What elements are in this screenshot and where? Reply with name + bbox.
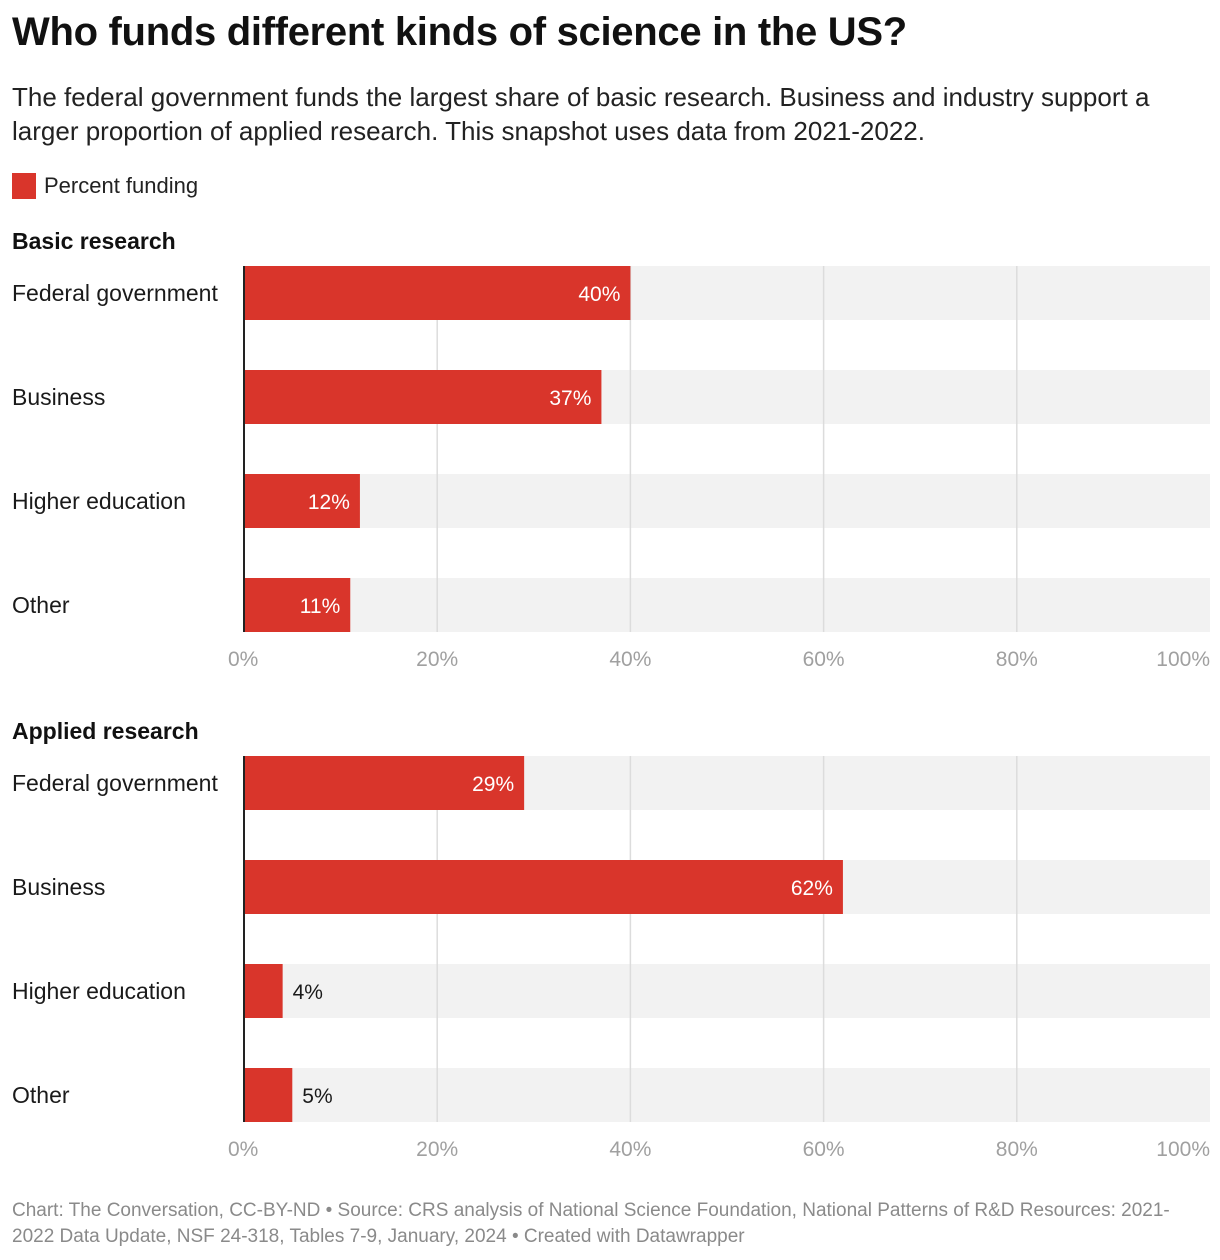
legend-swatch (12, 173, 36, 199)
category-label: Other (12, 1082, 70, 1108)
x-tick-label: 60% (803, 1138, 845, 1161)
bar-track (244, 1068, 1210, 1122)
x-tick-label: 40% (609, 1138, 651, 1161)
category-label: Higher education (12, 488, 186, 514)
chart-footer: Chart: The Conversation, CC-BY-ND • Sour… (12, 1200, 1170, 1247)
panel-title-applied-research: Applied research (12, 718, 199, 744)
category-label: Federal government (12, 280, 218, 306)
bar (244, 370, 602, 424)
x-tick-label: 40% (609, 648, 651, 671)
category-label: Business (12, 874, 105, 900)
x-tick-label: 60% (803, 648, 845, 671)
bar-track (244, 964, 1210, 1018)
category-label: Federal government (12, 770, 218, 796)
bar (244, 474, 360, 528)
panel-title-basic-research: Basic research (12, 228, 176, 254)
x-tick-label: 20% (416, 648, 458, 671)
value-label: 4% (293, 981, 323, 1004)
bar (244, 964, 283, 1018)
chart-subtitle: The federal government funds the largest… (12, 82, 1150, 146)
value-label: 5% (302, 1085, 332, 1108)
x-tick-label: 0% (228, 648, 258, 671)
category-label: Higher education (12, 978, 186, 1004)
bar (244, 266, 631, 320)
basic-research-chart: Federal government 40% Business 37% Higher e… (12, 266, 1210, 671)
bar-track (244, 578, 1210, 632)
bar (244, 1068, 293, 1122)
bar-track (244, 474, 1210, 528)
basic-research-panel: Basic research Federal government 40% Busi… (0, 228, 1220, 678)
x-tick-label: 20% (416, 1138, 458, 1161)
bar (244, 860, 843, 914)
applied-research-panel: Applied research Federal government 29% Bu… (0, 718, 1220, 1168)
value-label: 40% (578, 283, 620, 306)
legend-label: Percent funding (44, 173, 199, 198)
x-tick-label: 80% (996, 648, 1038, 671)
chart-title: Who funds different kinds of science in … (12, 10, 907, 54)
x-tick-label: 0% (228, 1138, 258, 1161)
x-tick-label: 100% (1156, 648, 1210, 671)
category-label: Other (12, 592, 70, 618)
bar (244, 756, 525, 810)
legend: Percent funding (12, 172, 198, 200)
bar (244, 578, 351, 632)
value-label: 11% (300, 595, 340, 618)
applied-research-chart: Federal government 29% Business 62% Higher e… (12, 756, 1210, 1161)
category-label: Business (12, 384, 105, 410)
value-label: 29% (472, 773, 514, 796)
value-label: 62% (791, 877, 833, 900)
value-label: 12% (308, 491, 350, 514)
x-tick-label: 100% (1156, 1138, 1210, 1161)
value-label: 37% (549, 387, 591, 410)
x-tick-label: 80% (996, 1138, 1038, 1161)
